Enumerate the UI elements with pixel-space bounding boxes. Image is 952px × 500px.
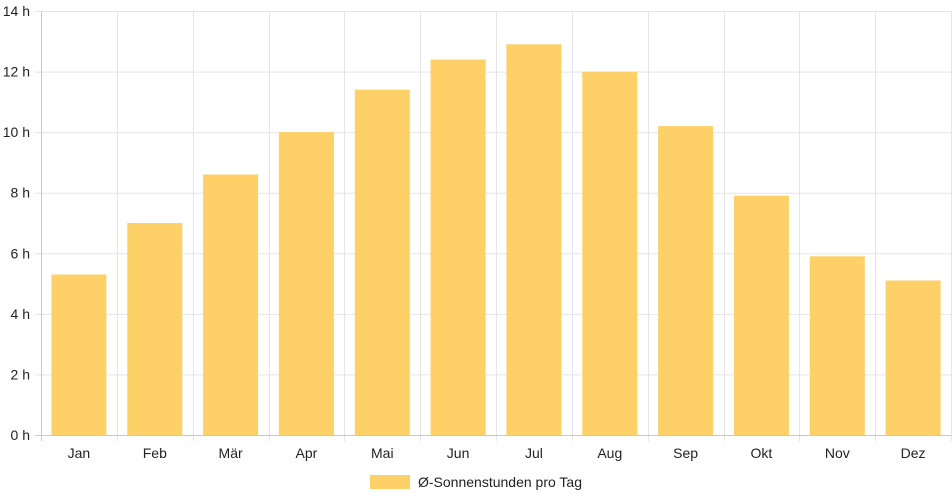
x-tick-label: Apr <box>296 445 318 461</box>
bar-aug[interactable] <box>582 71 638 435</box>
bar-mär[interactable] <box>203 174 259 436</box>
bar-jan[interactable] <box>51 274 107 436</box>
bar-apr[interactable] <box>278 132 334 435</box>
bar-okt[interactable] <box>733 195 789 435</box>
x-tick-label: Mai <box>371 445 394 461</box>
bars <box>51 44 941 436</box>
bar-nov[interactable] <box>809 256 865 435</box>
y-tick-label: 0 h <box>11 427 30 443</box>
x-tick-label: Sep <box>673 445 698 461</box>
bar-dez[interactable] <box>885 280 941 436</box>
x-tick-label: Jul <box>525 445 543 461</box>
legend-label: Ø-Sonnenstunden pro Tag <box>418 474 582 490</box>
bar-sep[interactable] <box>658 126 714 435</box>
y-tick-label: 2 h <box>11 366 30 382</box>
x-tick-label: Dez <box>901 445 926 461</box>
legend[interactable]: Ø-Sonnenstunden pro Tag <box>370 474 582 490</box>
y-tick-label: 14 h <box>3 3 30 19</box>
grid-lines <box>35 11 952 441</box>
x-tick-label: Mär <box>219 445 243 461</box>
x-tick-label: Feb <box>143 445 167 461</box>
y-tick-labels: 0 h 2 h 4 h 6 h 8 h 10 h 12 h 14 h <box>3 3 30 443</box>
bar-jun[interactable] <box>430 59 486 436</box>
x-tick-label: Aug <box>597 445 622 461</box>
legend-swatch <box>370 475 410 489</box>
y-tick-label: 6 h <box>11 245 30 261</box>
bar-jul[interactable] <box>506 44 562 436</box>
y-tick-label: 4 h <box>11 306 30 322</box>
x-tick-labels: Jan Feb Mär Apr Mai Jun Jul Aug Sep Okt Nov Dez <box>68 445 926 461</box>
y-tick-label: 10 h <box>3 124 30 140</box>
x-tick-label: Jan <box>68 445 91 461</box>
axes <box>35 11 951 441</box>
x-tick-label: Okt <box>751 445 773 461</box>
x-tick-label: Jun <box>447 445 470 461</box>
y-tick-label: 12 h <box>3 64 30 80</box>
y-tick-label: 8 h <box>11 185 30 201</box>
x-tick-label: Nov <box>825 445 850 461</box>
bar-mai[interactable] <box>354 89 410 435</box>
bar-feb[interactable] <box>127 223 183 435</box>
